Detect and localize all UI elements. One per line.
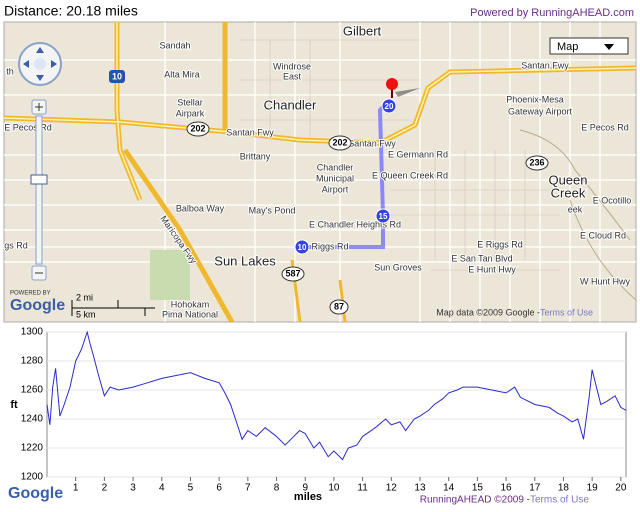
attribution: Map data ©2009 Google - [436, 307, 540, 317]
y-tick-label: 1280 [21, 356, 44, 367]
map-label: Santan Fwy [348, 138, 396, 148]
map-label: Sun Lakes [214, 253, 276, 268]
shield: 10 [112, 71, 122, 81]
map-label: gs Rd [4, 240, 28, 250]
map-label: Sun Groves [374, 262, 422, 272]
map-label: Hohokam [171, 299, 210, 309]
route-marker: 15 [379, 212, 388, 221]
x-tick-label: 9 [302, 483, 308, 494]
x-tick-label: 8 [274, 483, 280, 494]
map-label: th [6, 66, 14, 76]
powered-link[interactable]: Powered by RunningAHEAD.com [470, 7, 634, 19]
x-tick-label: 20 [615, 483, 627, 494]
map-label: Gilbert [343, 23, 382, 38]
map-label: eek [568, 204, 583, 214]
map-type-control[interactable]: Map [549, 37, 629, 55]
map-label: Santan Fwy [226, 127, 274, 137]
y-tick-label: 1220 [21, 443, 44, 454]
map[interactable]: Gilbert Sandah Windrose East Alta Mira S… [3, 21, 637, 324]
map-label: East [283, 71, 302, 81]
x-tick-label: 16 [501, 483, 513, 494]
x-tick-label: 4 [159, 483, 165, 494]
map-label: E Cloud Rd [580, 230, 626, 240]
map-label: E Pecos Rd [4, 122, 52, 132]
x-tick-label: 7 [245, 483, 251, 494]
shield: 202 [332, 137, 347, 147]
elevation-line [46, 330, 627, 461]
shield: 202 [190, 123, 205, 133]
x-tick-label: 11 [357, 483, 368, 494]
map-label: Pima National [162, 309, 218, 319]
x-tick-label: 13 [414, 483, 426, 494]
terms-link[interactable]: Terms of Use [530, 495, 589, 506]
x-tick-label: 6 [216, 483, 222, 494]
y-tick-label: 1300 [21, 327, 44, 338]
google-logo: Google [10, 297, 65, 314]
y-axis-label: ft [10, 399, 18, 411]
route-marker: 10 [298, 243, 307, 252]
scale-label: 2 mi [76, 292, 93, 302]
x-tick-label: 10 [328, 483, 340, 494]
shield: 236 [529, 157, 544, 167]
map-label: W Hunt Hwy [580, 276, 631, 286]
x-axis-label: miles [294, 491, 322, 503]
scale-bar: 2 mi 5 km [71, 292, 155, 319]
x-tick-label: 19 [587, 483, 599, 494]
pan-control[interactable] [18, 42, 62, 86]
x-tick-label: 3 [130, 483, 136, 494]
map-label: Queen [548, 172, 587, 187]
google-logo: Google [8, 485, 63, 502]
x-tick-label: 17 [529, 483, 541, 494]
map-label: Santan Fwy [521, 60, 569, 70]
y-tick-label: 1200 [21, 472, 44, 483]
route-marker: 20 [385, 102, 394, 111]
map-label: E San Tan Blvd [451, 253, 512, 263]
map-label: Riggs Rd [311, 241, 348, 251]
x-tick-label: 1 [73, 483, 79, 494]
map-label: Municipal [316, 173, 354, 183]
x-tick-label: 15 [472, 483, 484, 494]
shield: 587 [285, 268, 300, 278]
map-label: Chandler [264, 97, 317, 112]
zoom-slider[interactable] [30, 99, 48, 281]
header [0, 0, 640, 22]
map-label: E Hunt Hwy [468, 264, 516, 274]
map-label: Balboa Way [176, 203, 225, 213]
map-label: Gateway Airport [508, 106, 573, 116]
map-type[interactable]: Map [557, 41, 578, 53]
map-label: E Ocotillo [593, 195, 632, 205]
x-tick-label: 2 [102, 483, 108, 494]
shield: 87 [334, 301, 344, 311]
distance: Distance: 20.18 miles [4, 3, 138, 19]
map-label: Brittany [240, 151, 271, 161]
powered-by: POWERED BY [10, 291, 51, 297]
map-label: Chandler [317, 162, 354, 172]
terms-link[interactable]: Terms of Use [540, 307, 593, 317]
x-tick-label: 5 [188, 483, 194, 494]
y-tick-label: 1260 [21, 385, 44, 396]
map-label: E Queen Creek Rd [372, 170, 448, 180]
map-label: Creek [551, 185, 586, 200]
x-tick-label: 12 [386, 483, 398, 494]
scale-label: 5 km [76, 309, 96, 319]
map-label: Airport [322, 184, 349, 194]
map-label: Phoenix-Mesa [506, 94, 564, 104]
map-label: Sandah [159, 40, 190, 50]
x-tick-label: 18 [558, 483, 570, 494]
credit: RunningAHEAD ©2009 - [420, 495, 530, 506]
map-label: E Germann Rd [388, 149, 448, 159]
map-label: E Riggs Rd [477, 239, 523, 249]
map-label: E Pecos Rd [581, 122, 629, 132]
map-label: May's Pond [249, 205, 296, 215]
map-label: Alta Mira [164, 69, 200, 79]
map-label: Windrose [273, 61, 311, 71]
x-tick-label: 14 [443, 483, 455, 494]
map-label: Stellar [177, 97, 203, 107]
y-tick-label: 1240 [21, 414, 44, 425]
map-label: Airpark [176, 108, 205, 118]
